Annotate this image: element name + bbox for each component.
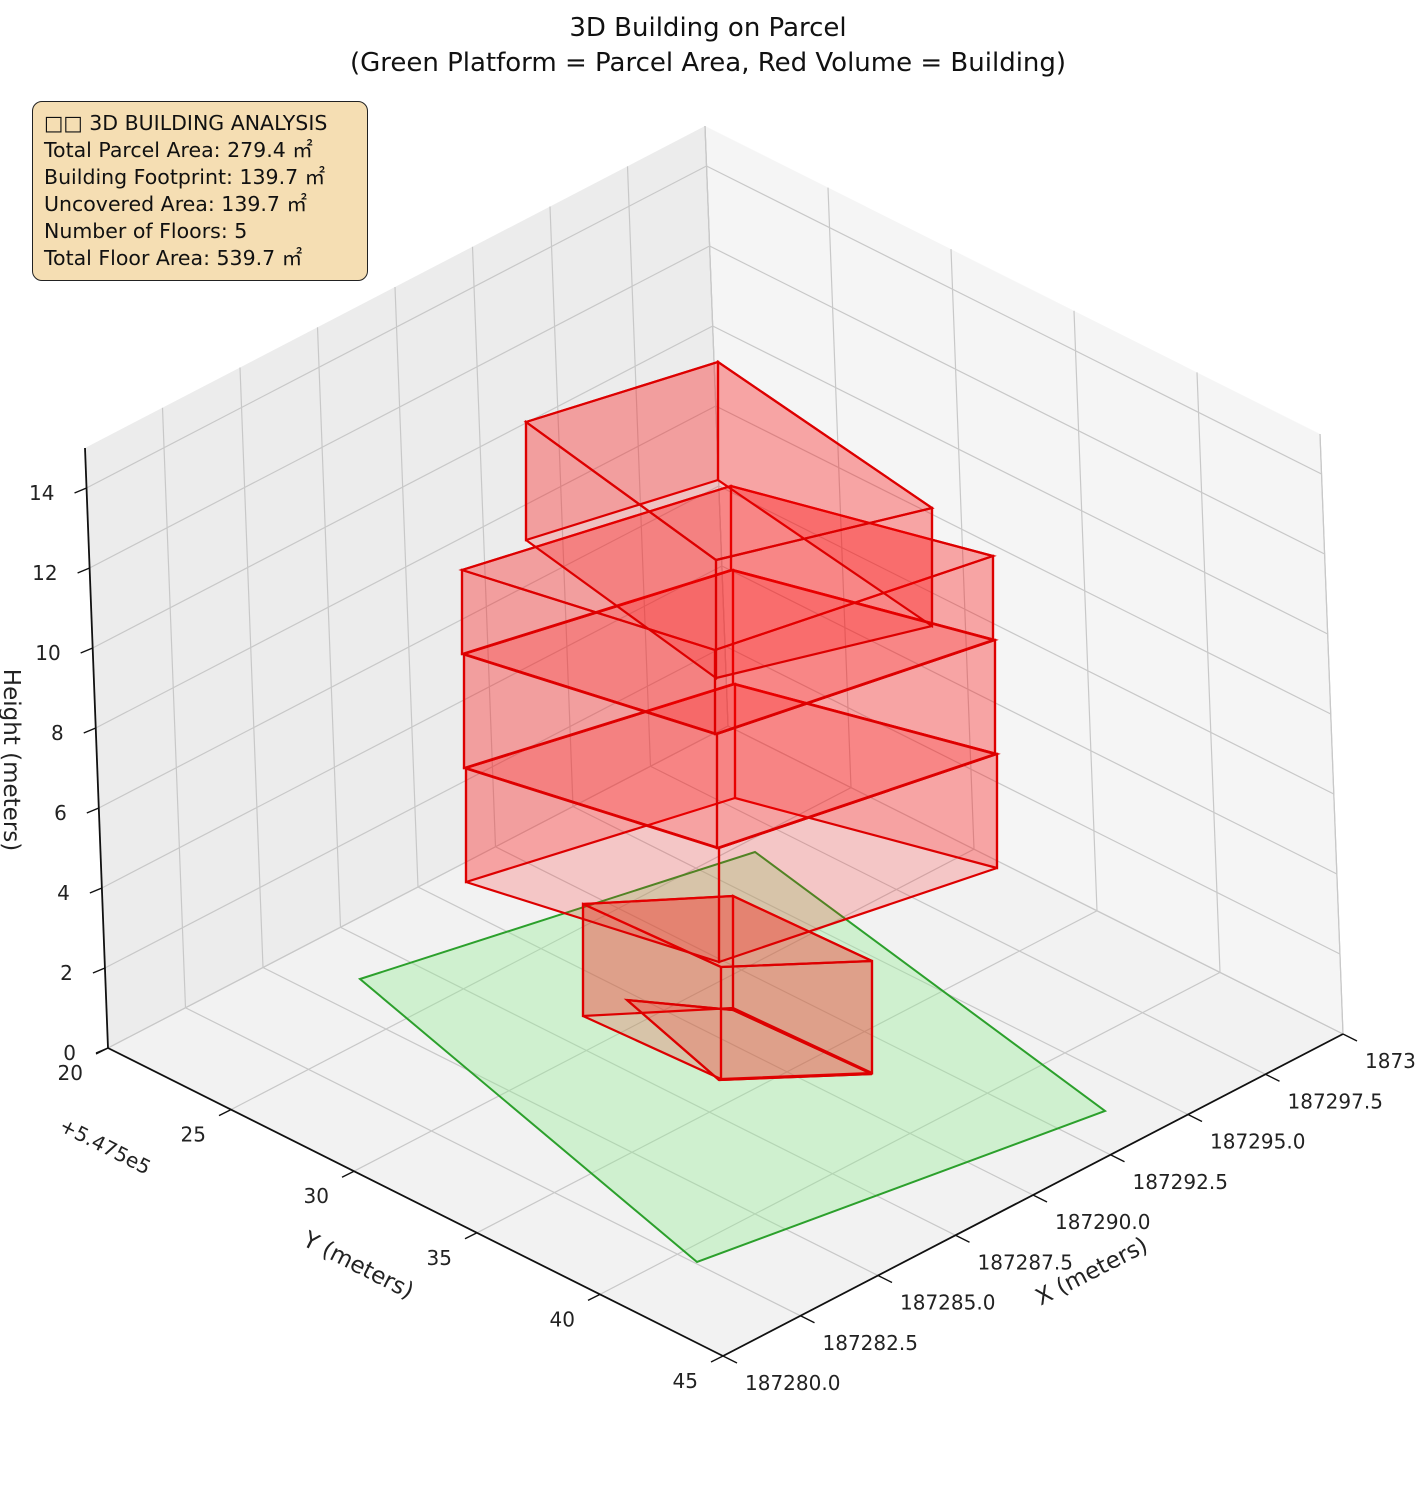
y-tick-label: 25 [181, 1123, 206, 1147]
building-floor-3 [460, 568, 999, 850]
z-tick-label: 14 [29, 481, 54, 505]
x-tick-label: 187292.5 [1133, 1170, 1228, 1194]
x-tick [722, 1355, 738, 1364]
chart-title: 3D Building on Parcel [569, 13, 846, 43]
y-tick-label: 35 [427, 1246, 452, 1270]
x-tick-label: 187295.0 [1210, 1130, 1305, 1154]
y-tick-label: 40 [550, 1307, 575, 1331]
x-tick-label: 187300.0 [1365, 1049, 1416, 1073]
z-tick-label: 12 [32, 561, 57, 585]
back-right-pane [705, 126, 1343, 1034]
z-tick [83, 727, 97, 734]
x-tick-label: 187287.5 [978, 1250, 1073, 1274]
y-axis-line [107, 1047, 724, 1357]
y-tick-label: 20 [58, 1061, 83, 1085]
parcel-platform [357, 850, 1108, 1264]
x-tick-label: 187280.0 [745, 1371, 840, 1395]
info-number-of-floors: Number of Floors: 5 [44, 219, 248, 243]
y-tick [218, 1108, 232, 1117]
x-tick [1032, 1194, 1048, 1203]
z-tick-label: 6 [54, 801, 67, 825]
y-tick [587, 1293, 601, 1302]
y-tick-label: 45 [673, 1369, 698, 1393]
info-total-parcel-area: Total Parcel Area: 279.4 ㎡ [44, 138, 313, 162]
y-axis-label: Y (meters) [298, 1226, 418, 1304]
x-tick-label: 187290.0 [1055, 1210, 1150, 1234]
z-axis-label: Height (meters) [0, 669, 24, 851]
x-tick [1110, 1154, 1125, 1163]
building-analysis-box: □□ 3D BUILDING ANALYSIS Total Parcel Are… [32, 101, 368, 281]
x-tick-label: 187297.5 [1288, 1089, 1383, 1113]
y-tick [710, 1355, 724, 1363]
pane-edge [704, 125, 729, 727]
z-tick [95, 1047, 109, 1054]
z-tick [74, 487, 87, 494]
info-uncovered-area: Uncovered Area: 139.7 ㎡ [44, 192, 307, 216]
z-tick-label: 0 [63, 1041, 76, 1065]
x-tick [955, 1234, 970, 1243]
building-face [623, 998, 873, 1082]
x-tick [1265, 1073, 1280, 1082]
chart-marks [357, 359, 1108, 1264]
building-floor-2 [462, 682, 1001, 964]
x-tick [1187, 1113, 1203, 1123]
x-tick [800, 1315, 815, 1324]
building-floor-4 [458, 484, 997, 736]
z-tick [89, 887, 103, 894]
info-building-footprint: Building Footprint: 139.7 ㎡ [44, 165, 326, 189]
x-tick-label: 187282.5 [823, 1331, 918, 1355]
y-axis-offset-label: +5.475e5 [56, 1113, 155, 1179]
info-box-heading: □□ 3D BUILDING ANALYSIS [44, 111, 328, 135]
info-total-floor-area: Total Floor Area: 539.7 ㎡ [44, 246, 303, 270]
y-tick [464, 1232, 478, 1240]
building-floor-1-edge [623, 998, 873, 1082]
y-tick-label: 30 [304, 1184, 329, 1208]
pane-edge [1319, 433, 1344, 1035]
y-tick [341, 1170, 355, 1178]
axes-lines: 187280.0 187282.5 187285.0 187287.5 187290.0… [29, 447, 1416, 1395]
x-tick [1342, 1033, 1358, 1042]
x-tick [877, 1274, 893, 1284]
z-tick-label: 2 [60, 961, 73, 985]
building-face [458, 484, 997, 652]
z-tick [77, 567, 90, 574]
building-floor-5 [523, 359, 935, 681]
z-tick [80, 647, 93, 654]
z-tick-label: 8 [51, 721, 64, 745]
z-tick-label: 10 [35, 641, 60, 665]
z-axis-line [84, 447, 109, 1049]
z-tick [86, 807, 100, 814]
building-face [582, 894, 873, 969]
x-tick-label: 187285.0 [900, 1291, 995, 1315]
z-tick [92, 967, 106, 974]
z-tick-label: 4 [57, 881, 70, 905]
building-face [523, 360, 935, 562]
chart-subtitle: (Green Platform = Parcel Area, Red Volum… [350, 48, 1066, 78]
